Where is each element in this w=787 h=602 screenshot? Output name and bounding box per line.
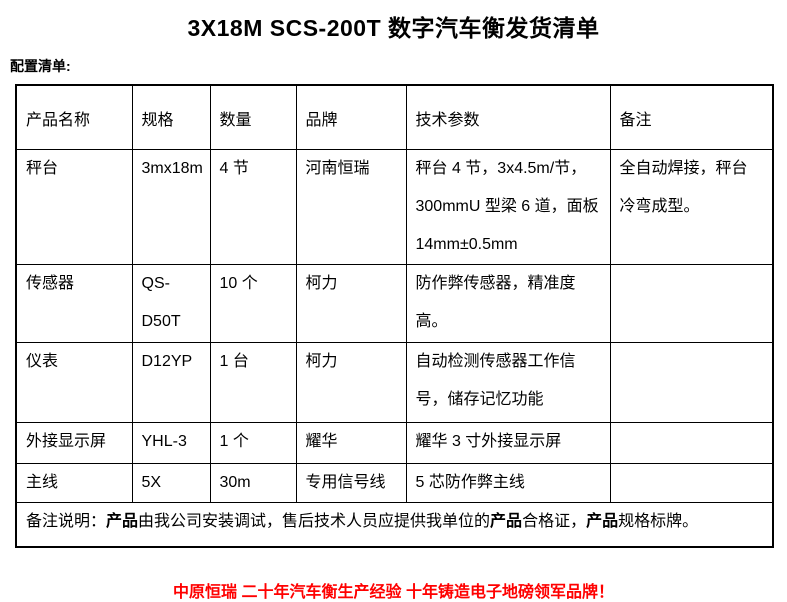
cell-tech-params: 自动检测传感器工作信 号，储存记忆功能 xyxy=(405,342,611,423)
table-row-sensor: 传感器 QS-D50T 10 个 柯力 防作弊传感器，精准度 高。 xyxy=(15,264,774,343)
column-header-tech-params: 技术参数 xyxy=(405,84,611,150)
cell-spec: D12YP xyxy=(131,342,211,423)
table-row-remark: 备注说明：产品由我公司安装调试，售后技术人员应提供我单位的产品合格证，产品规格标… xyxy=(15,502,774,547)
cell-note: 全自动焊接，秤台 冷弯成型。 xyxy=(609,149,774,265)
cell-brand: 柯力 xyxy=(295,342,407,423)
cell-note xyxy=(609,463,774,503)
table-header-row: 产品名称 规格 数量 品牌 技术参数 备注 xyxy=(15,84,774,150)
cell-brand: 柯力 xyxy=(295,264,407,343)
column-header-spec: 规格 xyxy=(131,84,211,150)
cell-qty: 1 台 xyxy=(209,342,297,423)
remark-product-bold-2: 产品 xyxy=(490,513,523,530)
cell-qty: 4 节 xyxy=(209,149,297,265)
column-header-product-name: 产品名称 xyxy=(15,84,133,150)
cell-product-name: 秤台 xyxy=(15,149,133,265)
table-row-main-cable: 主线 5X 30m 专用信号线 5 芯防作弊主线 xyxy=(15,463,774,503)
cell-brand: 河南恒瑞 xyxy=(295,149,407,265)
remark-text-1: 由我公司安装调试，售后技术人员应提供我单位的 xyxy=(138,513,491,530)
cell-tech-params: 5 芯防作弊主线 xyxy=(405,463,611,503)
remark-product-bold-1: 产品 xyxy=(106,513,139,530)
remark-text-3: 规格标牌。 xyxy=(618,513,699,530)
cell-brand: 专用信号线 xyxy=(295,463,407,503)
cell-note xyxy=(609,264,774,343)
cell-product-name: 主线 xyxy=(15,463,133,503)
cell-product-name: 外接显示屏 xyxy=(15,422,133,464)
shipping-list-table: 产品名称 规格 数量 品牌 技术参数 备注 秤台 3mx18m 4 节 河南恒瑞… xyxy=(15,84,774,548)
page-title: 3X18M SCS-200T 数字汽车衡发货清单 xyxy=(187,15,600,41)
cell-brand: 耀华 xyxy=(295,422,407,464)
section-label: 配置清单: xyxy=(10,58,71,74)
cell-product-name: 传感器 xyxy=(15,264,133,343)
cell-spec: QS-D50T xyxy=(131,264,211,343)
cell-tech-params: 耀华 3 寸外接显示屏 xyxy=(405,422,611,464)
remark-cell: 备注说明：产品由我公司安装调试，售后技术人员应提供我单位的产品合格证，产品规格标… xyxy=(15,502,774,547)
remark-label: 备注说明： xyxy=(26,513,107,530)
table-row-external-display: 外接显示屏 YHL-3 1 个 耀华 耀华 3 寸外接显示屏 xyxy=(15,422,774,464)
column-header-brand: 品牌 xyxy=(295,84,407,150)
footer-slogan: 中原恒瑞 二十年汽车衡生产经验 十年铸造电子地磅领军品牌！ xyxy=(173,583,614,601)
table-row-indicator: 仪表 D12YP 1 台 柯力 自动检测传感器工作信 号，储存记忆功能 xyxy=(15,342,774,423)
cell-tech-params: 防作弊传感器，精准度 高。 xyxy=(405,264,611,343)
cell-spec: YHL-3 xyxy=(131,422,211,464)
cell-qty: 1 个 xyxy=(209,422,297,464)
column-header-note: 备注 xyxy=(609,84,774,150)
cell-note xyxy=(609,422,774,464)
cell-spec: 3mx18m xyxy=(131,149,211,265)
cell-qty: 30m xyxy=(209,463,297,503)
cell-spec: 5X xyxy=(131,463,211,503)
remark-text-2: 合格证， xyxy=(522,513,587,530)
remark-product-bold-3: 产品 xyxy=(586,513,619,530)
table-row-weigh-platform: 秤台 3mx18m 4 节 河南恒瑞 秤台 4 节，3x4.5m/节， 300m… xyxy=(15,149,774,265)
cell-product-name: 仪表 xyxy=(15,342,133,423)
column-header-qty: 数量 xyxy=(209,84,297,150)
cell-tech-params: 秤台 4 节，3x4.5m/节， 300mmU 型梁 6 道，面板 14mm±0… xyxy=(405,149,611,265)
cell-note xyxy=(609,342,774,423)
cell-qty: 10 个 xyxy=(209,264,297,343)
